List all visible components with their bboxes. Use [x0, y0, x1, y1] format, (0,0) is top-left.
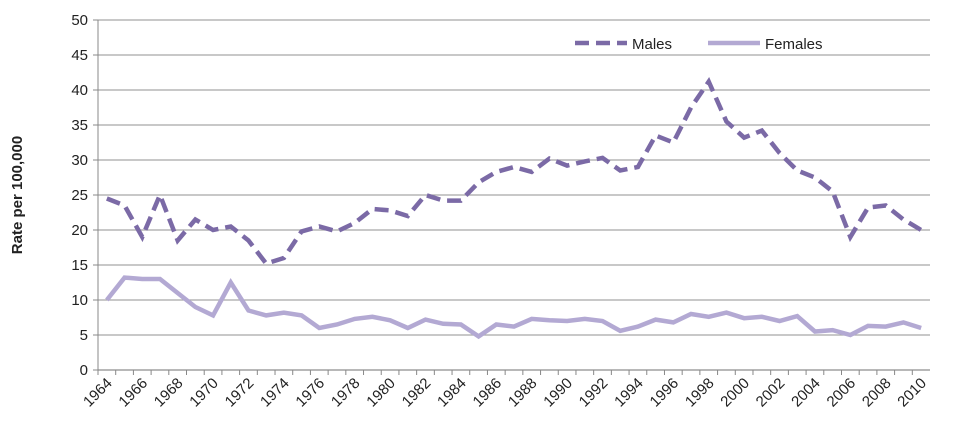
x-tick-label: 1974 — [257, 375, 293, 411]
y-tick-label: 50 — [71, 12, 88, 29]
legend-label: Females — [765, 36, 823, 53]
y-tick-label: 30 — [71, 152, 88, 169]
y-tick-label: 10 — [71, 292, 88, 309]
x-tick-label: 1982 — [399, 375, 435, 411]
x-tick-label: 2002 — [753, 375, 789, 411]
x-tick-label: 1986 — [470, 375, 506, 411]
y-tick-label: 15 — [71, 257, 88, 274]
legend-label: Males — [632, 36, 672, 53]
y-tick-label: 0 — [80, 362, 88, 379]
x-tick-label: 1996 — [647, 375, 683, 411]
x-tick-label: 1980 — [363, 375, 399, 411]
x-tick-label: 1994 — [611, 375, 647, 411]
series-line — [105, 275, 922, 340]
x-tick-label: 2008 — [859, 375, 895, 411]
x-tick-label: 1966 — [115, 375, 151, 411]
y-axis-label: Rate per 100,000 — [9, 136, 26, 254]
y-tick-label: 40 — [71, 82, 88, 99]
x-tick-label: 2004 — [788, 375, 824, 411]
y-tick-label: 35 — [71, 117, 88, 134]
x-tick-label: 1970 — [186, 375, 222, 411]
x-tick-label: 1992 — [576, 375, 612, 411]
y-tick-label: 45 — [71, 47, 88, 64]
x-tick-label: 1976 — [292, 375, 328, 411]
x-tick-label: 1988 — [505, 375, 541, 411]
y-tick-label: 5 — [80, 327, 88, 344]
x-tick-label: 1964 — [80, 375, 116, 411]
series-line — [106, 76, 923, 267]
y-tick-label: 25 — [71, 187, 88, 204]
x-tick-label: 1990 — [540, 375, 576, 411]
x-tick-label: 1984 — [434, 375, 470, 411]
x-tick-label: 2006 — [824, 375, 860, 411]
y-tick-label: 20 — [71, 222, 88, 239]
x-tick-label: 1998 — [682, 375, 718, 411]
x-tick-label: 1968 — [151, 375, 187, 411]
x-tick-label: 2000 — [717, 375, 753, 411]
x-tick-label: 1978 — [328, 375, 364, 411]
x-tick-label: 2010 — [894, 375, 930, 411]
x-tick-label: 1972 — [222, 375, 258, 411]
